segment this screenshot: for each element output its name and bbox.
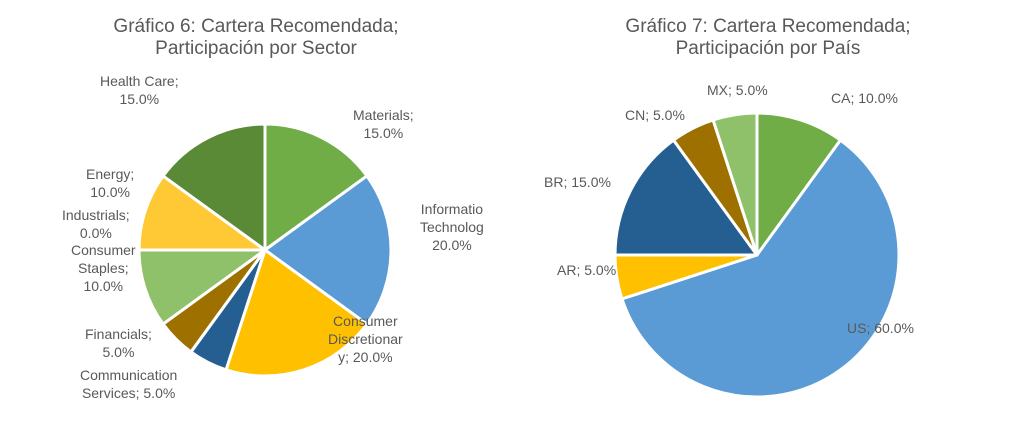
- data-label-cn: CN; 5.0%: [625, 106, 685, 124]
- pie-slice-information-technology: [263, 174, 393, 326]
- data-label-br: BR; 15.0%: [544, 173, 611, 191]
- data-label-line: Services; 5.0%: [81, 385, 176, 401]
- chart-title-line-2: Participación por País: [675, 38, 861, 59]
- data-label-line: 20.0%: [432, 237, 472, 253]
- pie-slice-us: [620, 138, 901, 399]
- sector-pie-svg: [137, 122, 393, 378]
- data-label-line: 5.0%: [102, 344, 135, 360]
- data-label-line: CN; 5.0%: [625, 107, 685, 123]
- data-label-line: US; 60.0%: [847, 320, 914, 336]
- data-label-line: AR; 5.0%: [557, 262, 617, 278]
- data-label-consumer-discretionary: Consumer Discretionar y; 20.0%: [328, 312, 403, 366]
- pie-slice-energy: [137, 174, 267, 252]
- data-label-line: Industrials;: [62, 207, 130, 223]
- data-label-line: 0.0%: [79, 225, 112, 241]
- chart-title-line-1: Gráfico 6: Cartera Recomendada;: [113, 16, 399, 37]
- data-label-ar: AR; 5.0%: [557, 261, 616, 279]
- data-label-communication-services: Communication Services; 5.0%: [80, 366, 177, 402]
- data-label-line: Materials;: [353, 107, 414, 123]
- data-label-mx: MX; 5.0%: [707, 81, 768, 99]
- data-label-line: 10.0%: [90, 184, 130, 200]
- data-label-ca: CA; 10.0%: [831, 89, 898, 107]
- pie-slice-consumer-discretionary: [224, 248, 369, 378]
- data-label-line: Informatio: [420, 201, 484, 217]
- data-label-line: Discretionar: [328, 331, 403, 347]
- data-label-line: BR; 15.0%: [544, 174, 611, 190]
- pie-slice-mx: [711, 111, 759, 257]
- pie-slice-health-care: [161, 122, 267, 252]
- country-pie-svg: [613, 111, 901, 399]
- data-label-line: Energy;: [86, 166, 135, 182]
- data-label-line: Financials;: [85, 326, 152, 342]
- chart-title: Gráfico 6: Cartera Recomendada; Particip…: [0, 16, 512, 60]
- pie-slice-br: [613, 138, 759, 257]
- data-label-line: Staples;: [78, 260, 129, 276]
- data-label-financials: Financials; 5.0%: [85, 325, 152, 361]
- data-label-us: US; 60.0%: [847, 319, 914, 337]
- data-label-line: y; 20.0%: [338, 349, 393, 365]
- data-label-line: 15.0%: [119, 91, 160, 107]
- data-label-line: 10.0%: [83, 278, 124, 294]
- pie-slice-consumer-staples: [137, 248, 267, 326]
- data-label-line: 15.0%: [363, 125, 404, 141]
- data-label-materials: Materials; 15.0%: [353, 106, 414, 142]
- data-label-industrials: Industrials; 0.0%: [62, 206, 130, 242]
- data-label-consumer-staples: Consumer Staples; 10.0%: [71, 241, 136, 295]
- chart-title: Gráfico 7: Cartera Recomendada; Particip…: [512, 16, 1024, 60]
- pie-slice-ca: [755, 111, 842, 257]
- data-label-information-technology: Informatio Technolog 20.0%: [420, 200, 484, 254]
- data-label-line: Health Care;: [100, 73, 179, 89]
- data-label-line: Consumer: [333, 313, 398, 329]
- data-label-line: MX; 5.0%: [707, 82, 768, 98]
- sector-pie-chart: Gráfico 6: Cartera Recomendada; Particip…: [0, 16, 512, 402]
- chart-title-line-2: Participación por Sector: [155, 38, 357, 59]
- data-label-line: CA; 10.0%: [831, 90, 898, 106]
- pie-slice-materials: [263, 122, 369, 252]
- data-label-line: Communication: [80, 367, 178, 383]
- data-label-energy: Energy; 10.0%: [86, 165, 134, 201]
- data-label-line: Consumer: [71, 242, 136, 258]
- country-pie-chart: Gráfico 7: Cartera Recomendada; Particip…: [512, 0, 1024, 443]
- chart-title-line-1: Gráfico 7: Cartera Recomendada;: [625, 16, 911, 37]
- data-label-health-care: Health Care; 15.0%: [100, 72, 179, 108]
- data-label-line: Technolog: [420, 219, 484, 235]
